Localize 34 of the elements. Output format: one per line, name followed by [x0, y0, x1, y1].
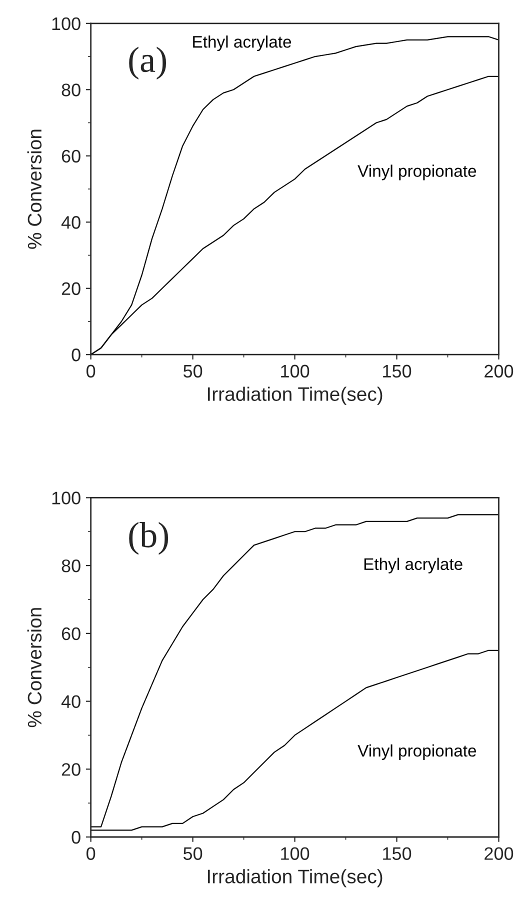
- y-tick-label: 20: [62, 282, 80, 296]
- y-tick-label: 40: [61, 695, 80, 708]
- x-tick-label: 150: [383, 364, 412, 378]
- y-tick-label: 80: [62, 84, 80, 96]
- y-tick-label: 100: [52, 17, 80, 30]
- x-tick-label: 100: [281, 847, 310, 860]
- y-tick-label: 100: [52, 492, 80, 504]
- x-axis-title: Irradiation Time(sec): [208, 869, 382, 888]
- x-axis-title: Irradiation Time(sec): [208, 386, 382, 405]
- y-tick-label: 40: [61, 216, 80, 229]
- line-series: [90, 650, 499, 831]
- y-tick-label: 60: [62, 627, 80, 640]
- line-series: [90, 514, 499, 828]
- x-tick-label: 200: [484, 364, 514, 378]
- annotation: (a): [129, 46, 166, 80]
- x-tick-label: 50: [183, 364, 202, 378]
- x-tick-label: 0: [86, 847, 96, 860]
- y-tick-label: 60: [62, 150, 80, 163]
- x-tick-label: 50: [183, 847, 202, 860]
- text: Vinyl propionate: [358, 744, 476, 760]
- y-tick-label: 80: [62, 559, 80, 572]
- y-tick-label: 20: [62, 763, 80, 776]
- series-label: Ethyl acrylate: [193, 36, 292, 52]
- y-axis-title: % Conversion: [27, 130, 42, 249]
- x-tick-label: 0: [86, 364, 96, 378]
- x-tick-label: 200: [484, 847, 514, 860]
- y-tick-label: 0: [72, 830, 80, 844]
- y-tick-label: 0: [72, 348, 80, 362]
- text: Ethyl acrylate: [364, 558, 462, 574]
- x-tick-label: 150: [383, 847, 412, 860]
- y-axis-title: % Conversion: [27, 608, 42, 728]
- series-label: Vinyl propionate: [358, 164, 476, 180]
- annotation: (b): [129, 522, 168, 555]
- x-tick-label: 100: [281, 364, 310, 378]
